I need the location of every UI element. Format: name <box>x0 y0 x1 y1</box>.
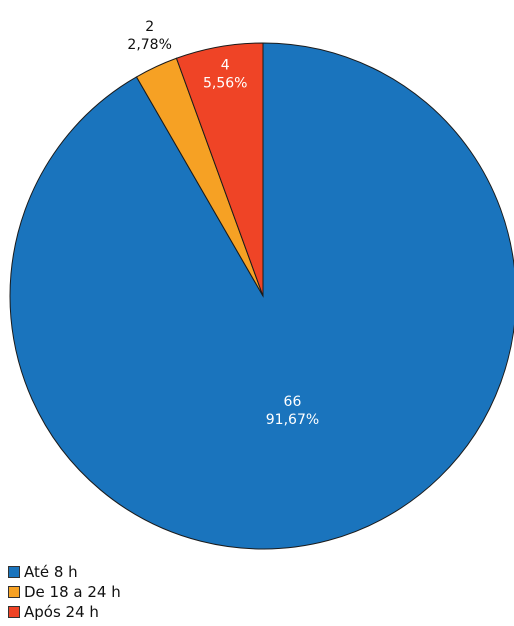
legend: Até 8 h De 18 a 24 h Após 24 h <box>8 562 121 622</box>
slice-value-label: 4 <box>221 58 230 74</box>
legend-label: Até 8 h <box>24 563 78 581</box>
slice-percent-label: 2,78% <box>127 37 171 53</box>
legend-swatch <box>8 586 20 598</box>
legend-label: Após 24 h <box>24 603 99 621</box>
pie-slice <box>175 42 264 297</box>
legend-swatch <box>8 606 20 618</box>
legend-item-apos-24h: Após 24 h <box>8 602 121 622</box>
slice-value-label: 66 <box>284 394 302 410</box>
pie-slice <box>9 42 514 550</box>
slice-percent-label: 91,67% <box>266 412 319 428</box>
pie-chart: 66 91,67% 2 2,78% 4 5,56% <box>9 19 514 550</box>
legend-item-de-18-a-24h: De 18 a 24 h <box>8 582 121 602</box>
legend-label: De 18 a 24 h <box>24 583 121 601</box>
legend-item-ate-8h: Até 8 h <box>8 562 121 582</box>
slice-value-label: 2 <box>145 19 154 35</box>
slice-percent-label: 5,56% <box>203 76 247 92</box>
legend-swatch <box>8 566 20 578</box>
